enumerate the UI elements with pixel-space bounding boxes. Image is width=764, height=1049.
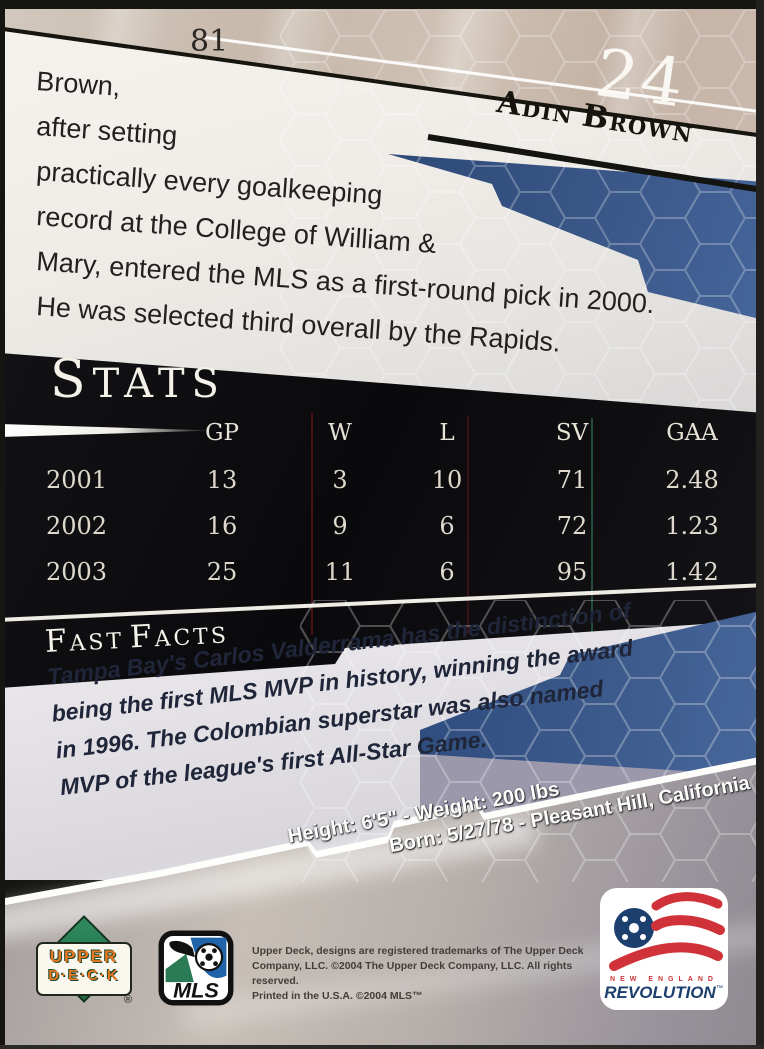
upper-deck-word-upper: UPPER	[49, 947, 119, 966]
card-border-top	[0, 0, 764, 9]
stats-value: 95	[556, 558, 588, 586]
stats-value: 9	[332, 512, 348, 540]
revolution-stripe	[651, 892, 723, 911]
revolution-stripe	[609, 942, 723, 971]
upper-deck-logo: UPPER D·E·C·K ®	[36, 915, 132, 1010]
stats-value: 3	[332, 466, 348, 494]
player-bio: Brown, after setting practically every g…	[35, 66, 676, 358]
fast-facts-title-word: FAST	[44, 622, 125, 660]
card-border-bottom	[0, 1045, 764, 1049]
card-number: 81	[190, 24, 229, 59]
stats-value: 25	[206, 558, 238, 586]
mls-wordmark: MLS	[173, 977, 219, 1002]
card-border-left	[0, 0, 5, 1049]
stats-value: 16	[206, 512, 238, 540]
revolution-region: NEW ENGLAND	[610, 976, 718, 983]
registered-mark: ®	[124, 994, 133, 1006]
revolution-stripe	[651, 915, 725, 935]
revolution-logo: NEW ENGLAND REVOLUTION ™	[600, 888, 728, 1010]
upper-deck-word-deck: D·E·C·K	[48, 967, 120, 984]
trademark-symbol: ™	[716, 985, 723, 992]
legal-line: Company, LLC. ©2004 The Upper Deck Compa…	[252, 960, 573, 987]
stats-year: 2003	[46, 558, 108, 586]
stats-value: 1.42	[665, 558, 719, 586]
stats-col-header: L	[439, 420, 455, 446]
stats-value: 72	[556, 512, 588, 540]
stats-year: 2002	[46, 512, 108, 540]
stats-col-header: W	[328, 420, 352, 446]
stats-title: STATS	[50, 350, 226, 410]
stats-year: 2001	[46, 466, 108, 494]
stats-value: 2.48	[665, 466, 719, 494]
stats-value: 71	[556, 466, 588, 494]
legal-text: Upper Deck, designs are registered trade…	[252, 944, 612, 1004]
mls-cleat	[169, 940, 195, 958]
pinstripe-green	[591, 418, 593, 634]
stats-col-header: SV	[555, 420, 589, 446]
mls-green-field	[165, 953, 194, 983]
stats-value: 1.23	[665, 512, 719, 540]
stats-col-header: GP	[205, 420, 239, 446]
stats-value: 10	[431, 466, 463, 494]
stats-value: 13	[206, 466, 238, 494]
stats-value: 6	[439, 512, 455, 540]
legal-line: Upper Deck, designs are registered trade…	[252, 945, 584, 957]
stats-value: 11	[324, 558, 356, 586]
revolution-wordmark: REVOLUTION	[604, 983, 716, 1002]
mls-logo: MLS	[158, 930, 234, 1006]
legal-line: Printed in the U.S.A. ©2004 MLS™	[252, 990, 423, 1002]
pinstripe-red	[311, 413, 313, 635]
pinstripe-red	[467, 416, 469, 634]
upper-deck-wordmark: UPPER D·E·C·K	[36, 942, 132, 996]
stats-col-header: GAA	[666, 420, 718, 446]
stats-value: 6	[439, 558, 455, 586]
card-border-right	[756, 0, 764, 1049]
